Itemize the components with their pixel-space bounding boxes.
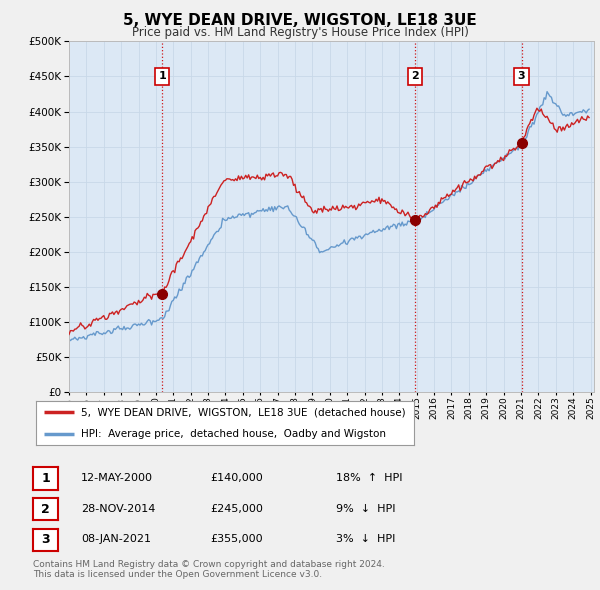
Text: 3%  ↓  HPI: 3% ↓ HPI xyxy=(336,535,395,544)
Text: £355,000: £355,000 xyxy=(210,535,263,544)
Text: 9%  ↓  HPI: 9% ↓ HPI xyxy=(336,504,395,513)
Text: £140,000: £140,000 xyxy=(210,473,263,483)
Text: 1: 1 xyxy=(158,71,166,81)
Text: 12-MAY-2000: 12-MAY-2000 xyxy=(81,473,153,483)
Text: 28-NOV-2014: 28-NOV-2014 xyxy=(81,504,155,513)
Text: Contains HM Land Registry data © Crown copyright and database right 2024.
This d: Contains HM Land Registry data © Crown c… xyxy=(33,560,385,579)
Text: 5,  WYE DEAN DRIVE,  WIGSTON,  LE18 3UE  (detached house): 5, WYE DEAN DRIVE, WIGSTON, LE18 3UE (de… xyxy=(82,407,406,417)
Text: Price paid vs. HM Land Registry's House Price Index (HPI): Price paid vs. HM Land Registry's House … xyxy=(131,26,469,39)
Text: 2: 2 xyxy=(41,503,50,516)
Text: 3: 3 xyxy=(41,533,50,546)
Text: 18%  ↑  HPI: 18% ↑ HPI xyxy=(336,473,403,483)
Text: 1: 1 xyxy=(41,472,50,485)
Text: 2: 2 xyxy=(411,71,419,81)
Text: 5, WYE DEAN DRIVE, WIGSTON, LE18 3UE: 5, WYE DEAN DRIVE, WIGSTON, LE18 3UE xyxy=(123,13,477,28)
Text: HPI:  Average price,  detached house,  Oadby and Wigston: HPI: Average price, detached house, Oadb… xyxy=(82,430,386,440)
Text: £245,000: £245,000 xyxy=(210,504,263,513)
Text: 3: 3 xyxy=(518,71,526,81)
Text: 08-JAN-2021: 08-JAN-2021 xyxy=(81,535,151,544)
